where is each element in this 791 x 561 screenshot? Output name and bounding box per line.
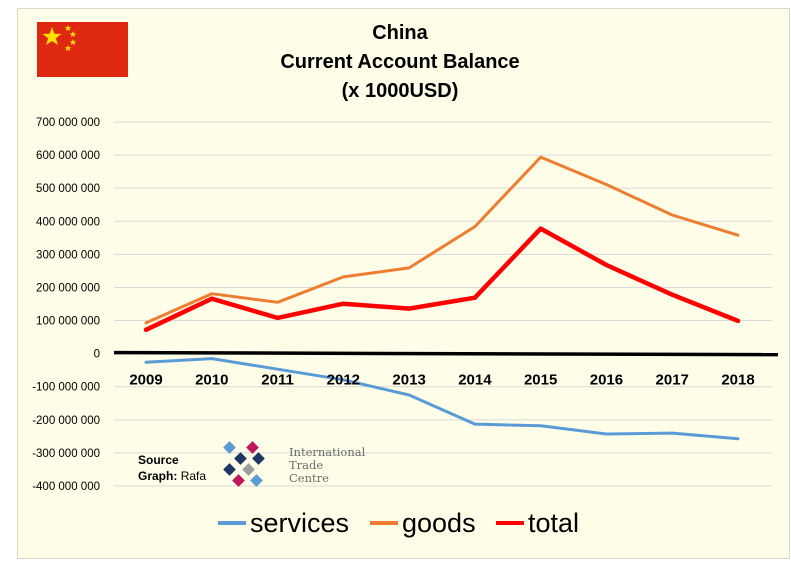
x-tick-label: 2013 bbox=[392, 372, 425, 389]
x-tick-label: 2009 bbox=[129, 372, 162, 389]
legend-label-total: total bbox=[528, 507, 580, 538]
x-axis-labels: 2009 2010 2011 2012 2013 2014 2015 2016 2017 2018 bbox=[129, 372, 754, 389]
chart-title-line-1: China bbox=[372, 22, 428, 44]
itc-logo-line-1: International bbox=[289, 445, 366, 459]
itc-logo-icon bbox=[223, 441, 265, 487]
graph-label: Graph: bbox=[138, 469, 178, 483]
y-tick-label: 500 000 000 bbox=[36, 183, 100, 195]
legend-item-services: services bbox=[218, 505, 349, 541]
legend-line-services bbox=[218, 521, 246, 525]
legend-item-total: total bbox=[496, 505, 579, 541]
flag-small-star-1 bbox=[64, 25, 72, 31]
source-label: Source bbox=[138, 453, 179, 467]
x-tick-label: 2016 bbox=[590, 372, 623, 389]
series-lines bbox=[143, 155, 741, 441]
x-tick-label: 2015 bbox=[524, 372, 557, 389]
series-line-total bbox=[143, 226, 741, 333]
flag-small-star-3 bbox=[69, 39, 77, 45]
y-axis-labels: 700 000 000 600 000 000 500 000 000 400 000… bbox=[32, 117, 100, 493]
flag-large-star bbox=[42, 27, 62, 45]
x-tick-label: 2018 bbox=[721, 372, 754, 389]
x-tick-label: 2012 bbox=[327, 372, 360, 389]
y-tick-label: 600 000 000 bbox=[36, 150, 100, 162]
series-line-services bbox=[144, 357, 740, 441]
zero-line bbox=[113, 350, 779, 357]
legend-label-goods: goods bbox=[402, 507, 476, 538]
graph-author: Rafa bbox=[180, 469, 207, 483]
y-tick-label: 400 000 000 bbox=[36, 216, 100, 228]
x-tick-label: 2017 bbox=[656, 372, 689, 389]
y-tick-label: 200 000 000 bbox=[36, 282, 100, 294]
flag-small-star-4 bbox=[64, 45, 72, 51]
y-tick-label: -300 000 000 bbox=[32, 448, 100, 460]
chart-frame bbox=[17, 8, 790, 559]
itc-logo-line-3: Centre bbox=[289, 471, 329, 485]
y-tick-label: 100 000 000 bbox=[36, 316, 100, 328]
source-note: Source Graph: Rafa bbox=[138, 452, 206, 484]
x-tick-label: 2014 bbox=[458, 372, 492, 389]
itc-logo-line-2: Trade bbox=[289, 458, 324, 472]
y-tick-label: -400 000 000 bbox=[32, 481, 100, 493]
x-tick-label: 2010 bbox=[195, 372, 228, 389]
zero-axis bbox=[113, 350, 779, 357]
legend-line-total bbox=[496, 521, 524, 525]
legend-label-services: services bbox=[250, 507, 350, 538]
y-tick-label: 300 000 000 bbox=[36, 249, 100, 261]
y-tick-label: 700 000 000 bbox=[36, 117, 100, 129]
legend-line-goods bbox=[370, 521, 398, 525]
flag-small-star-2 bbox=[69, 31, 77, 37]
series-line-goods bbox=[144, 155, 740, 325]
chart-title-line-2: Current Account Balance bbox=[280, 51, 520, 73]
y-tick-label: -100 000 000 bbox=[32, 382, 100, 394]
chart-title-line-3: (x 1000USD) bbox=[341, 80, 459, 102]
y-tick-label: -200 000 000 bbox=[32, 415, 100, 427]
itc-logo-text: International Trade Centre bbox=[289, 446, 365, 485]
y-tick-label: 0 bbox=[94, 349, 100, 361]
china-flag bbox=[37, 22, 128, 77]
legend-item-goods: goods bbox=[370, 505, 476, 541]
gridlines bbox=[114, 121, 772, 487]
x-tick-label: 2011 bbox=[261, 372, 294, 389]
legend: services goods total bbox=[0, 505, 791, 541]
